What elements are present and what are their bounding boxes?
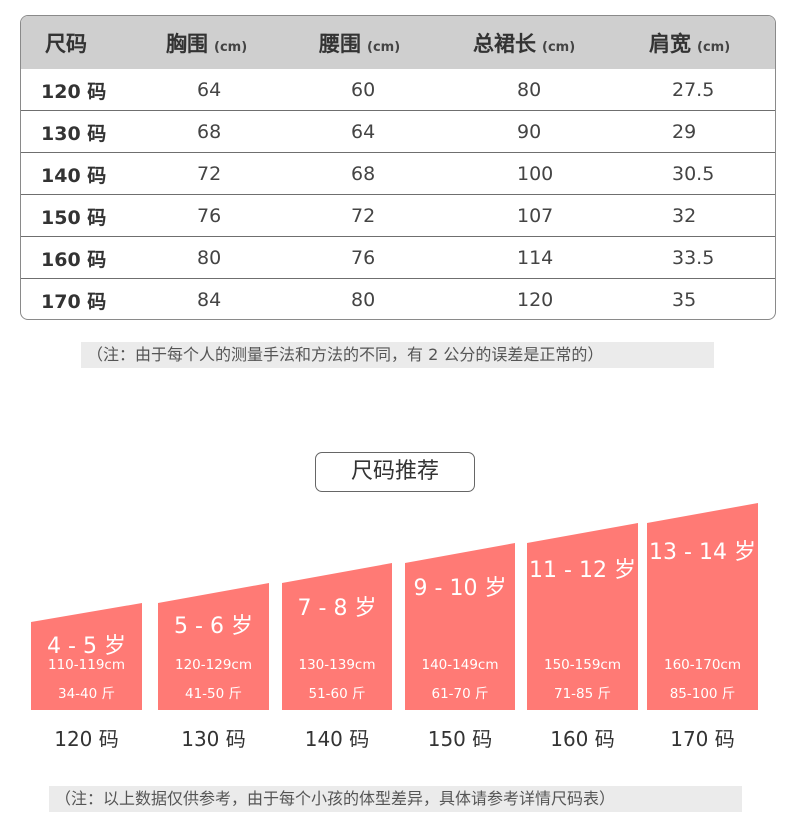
cell-chest: 64	[197, 79, 222, 101]
cell-chest: 68	[197, 121, 222, 143]
header-length: 总裙长 (cm)	[473, 31, 576, 56]
cell-waist: 68	[351, 163, 376, 185]
cell-size: 120 码	[41, 80, 107, 103]
recommend-block: 11 - 12 岁 150-159cm 71-85 斤	[527, 523, 638, 710]
recommend-block: 9 - 10 岁 140-149cm 61-70 斤	[405, 543, 515, 710]
table-row: 130 码 68 64 90 29	[21, 111, 775, 153]
cell-size: 160 码	[41, 248, 107, 271]
age-range: 11 - 12 岁	[529, 558, 636, 583]
age-range: 4 - 5 岁	[47, 634, 126, 659]
header-chest: 胸围 (cm)	[166, 31, 248, 56]
cell-shoulder: 32	[672, 205, 697, 227]
cell-size: 170 码	[41, 290, 107, 313]
weight-range: 51-60 斤	[308, 686, 366, 702]
height-range: 110-119cm	[48, 657, 125, 673]
size-table: 尺码 胸围 (cm) 腰围 (cm) 总裙长 (cm) 肩宽 (cm) 120 码 64 6…	[20, 15, 776, 320]
weight-range: 85-100 斤	[669, 686, 736, 702]
cell-waist: 64	[351, 121, 376, 143]
cell-waist: 60	[351, 79, 376, 101]
recommend-block: 7 - 8 岁 130-139cm 51-60 斤	[282, 563, 392, 710]
table-row: 120 码 64 60 80 27.5	[21, 69, 775, 111]
cell-length: 107	[517, 205, 554, 227]
recommend-size: 170 码	[670, 727, 735, 751]
cell-length: 120	[517, 289, 554, 311]
recommend-size: 140 码	[304, 727, 370, 751]
cell-chest: 80	[197, 247, 222, 269]
age-range: 9 - 10 岁	[413, 576, 507, 601]
cell-chest: 84	[197, 289, 222, 311]
header-waist: 腰围 (cm)	[319, 31, 401, 56]
cell-chest: 76	[197, 205, 222, 227]
recommend-size: 150 码	[427, 727, 493, 751]
recommend-size: 120 码	[54, 727, 119, 751]
age-range: 5 - 6 岁	[174, 614, 253, 639]
cell-shoulder: 27.5	[672, 79, 715, 101]
table-row: 160 码 80 76 114 33.5	[21, 237, 775, 279]
measure-note: （注：由于每个人的测量手法和方法的不同，有 2 公分的误差是正常的）	[81, 342, 714, 368]
weight-range: 71-85 斤	[553, 686, 612, 702]
weight-range: 41-50 斤	[184, 686, 243, 702]
cell-length: 114	[517, 247, 554, 269]
cell-shoulder: 30.5	[672, 163, 715, 185]
cell-waist: 76	[351, 247, 376, 269]
table-row: 170 码 84 80 120 35	[21, 279, 775, 319]
height-range: 150-159cm	[544, 657, 621, 673]
cell-length: 100	[517, 163, 554, 185]
cell-shoulder: 29	[672, 121, 697, 143]
cell-waist: 72	[351, 205, 376, 227]
height-range: 160-170cm	[664, 657, 741, 673]
cell-size: 140 码	[41, 164, 107, 187]
recommend-size: 160 码	[550, 727, 615, 751]
recommend-block: 4 - 5 岁 110-119cm 34-40 斤	[31, 603, 142, 710]
table-row: 150 码 76 72 107 32	[21, 195, 775, 237]
header-shoulder: 肩宽 (cm)	[649, 31, 731, 56]
table-header: 尺码 胸围 (cm) 腰围 (cm) 总裙长 (cm) 肩宽 (cm)	[21, 16, 775, 69]
cell-size: 130 码	[41, 122, 107, 145]
recommend-size: 130 码	[181, 727, 246, 751]
age-range: 7 - 8 岁	[297, 596, 377, 621]
age-range: 13 - 14 岁	[649, 540, 756, 565]
cell-size: 150 码	[41, 206, 107, 229]
cell-chest: 72	[197, 163, 222, 185]
weight-range: 61-70 斤	[431, 686, 489, 702]
recommend-block: 13 - 14 岁 160-170cm 85-100 斤	[647, 503, 758, 710]
height-range: 140-149cm	[421, 657, 499, 673]
recommend-title: 尺码推荐	[315, 452, 475, 492]
header-size: 尺码	[45, 31, 87, 56]
cell-waist: 80	[351, 289, 376, 311]
table-row: 140 码 72 68 100 30.5	[21, 153, 775, 195]
cell-shoulder: 33.5	[672, 247, 715, 269]
height-range: 130-139cm	[298, 657, 376, 673]
recommend-block: 5 - 6 岁 120-129cm 41-50 斤	[158, 583, 269, 710]
reference-note: （注：以上数据仅供参考，由于每个小孩的体型差异，具体请参考详情尺码表）	[49, 786, 742, 812]
cell-length: 90	[517, 121, 542, 143]
cell-shoulder: 35	[672, 289, 697, 311]
cell-length: 80	[517, 79, 542, 101]
height-range: 120-129cm	[175, 657, 252, 673]
weight-range: 34-40 斤	[57, 686, 116, 702]
